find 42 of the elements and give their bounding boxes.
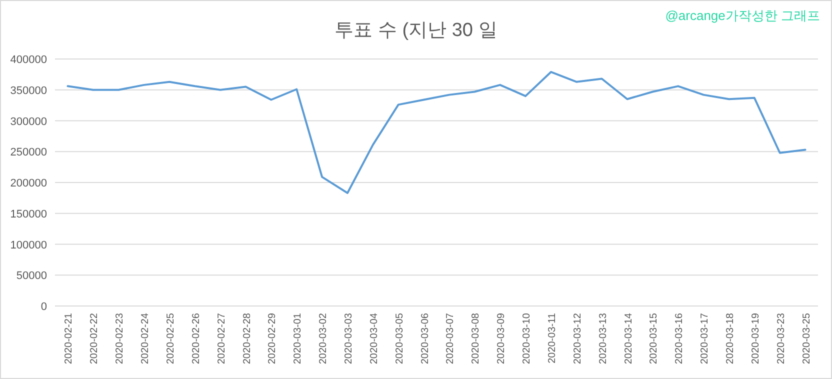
x-tick-label: 2020-03-08 xyxy=(470,312,482,364)
x-tick-label: 2020-03-25 xyxy=(801,312,812,364)
x-tick-label: 2020-03-03 xyxy=(343,312,354,364)
y-tick-label: 150000 xyxy=(10,208,47,220)
x-tick-label: 2020-03-19 xyxy=(750,312,762,364)
x-tick-label: 2020-03-15 xyxy=(648,312,660,364)
x-tick-label: 2020-02-29 xyxy=(267,312,278,364)
x-tick-label: 2020-02-28 xyxy=(242,312,253,364)
x-tick-label: 2020-02-22 xyxy=(89,312,100,364)
y-tick-label: 400000 xyxy=(10,54,47,66)
x-tick-label: 2020-03-17 xyxy=(700,312,711,364)
line-series xyxy=(66,70,806,194)
x-tick-label: 2020-03-09 xyxy=(496,312,508,364)
x-tick-label: 2020-03-05 xyxy=(394,312,406,364)
text: @arcange가작성한 그래프 xyxy=(665,8,820,23)
x-tick-label: 2020-02-24 xyxy=(140,312,152,364)
x-tick-label: 2020-03-13 xyxy=(598,312,609,364)
y-tick-label: 50000 xyxy=(16,270,47,282)
x-tick-label: 2020-03-14 xyxy=(623,312,634,364)
x-tick-label: 2020-02-26 xyxy=(190,312,202,364)
x-tick-label: 2020-03-04 xyxy=(368,312,380,364)
y-tick-label: 200000 xyxy=(10,178,47,190)
x-tick-label: 2020-03-23 xyxy=(776,312,787,364)
x-tick-label: 2020-02-23 xyxy=(114,312,126,364)
x-tick-label: 2020-02-27 xyxy=(216,312,228,364)
x-tick-label: 2020-03-11 xyxy=(546,312,558,364)
x-tick-label: 2020-03-07 xyxy=(445,312,456,364)
y-tick-label: 350000 xyxy=(10,84,47,97)
x-tick-label: 2020-03-01 xyxy=(292,312,304,364)
x-tick-label: 2020-02-21 xyxy=(64,312,75,364)
y-tick-label: 0 xyxy=(40,301,47,313)
x-tick-label: 2020-03-18 xyxy=(724,312,736,364)
x-tick-label: 2020-03-02 xyxy=(318,312,330,364)
x-tick-label: 2020-02-25 xyxy=(165,312,176,364)
y-tick-label: 300000 xyxy=(10,116,47,128)
y-tick-label: 250000 xyxy=(10,146,47,159)
x-tick-label: 2020-03-06 xyxy=(420,312,431,364)
x-tick-label: 2020-03-10 xyxy=(522,312,533,364)
x-tick-label: 2020-03-16 xyxy=(674,312,686,364)
chart-title: 투표 수 (지난 30 일 xyxy=(334,20,498,41)
x-tick-label: 2020-03-12 xyxy=(572,312,584,364)
y-tick-label: 100000 xyxy=(10,239,47,252)
